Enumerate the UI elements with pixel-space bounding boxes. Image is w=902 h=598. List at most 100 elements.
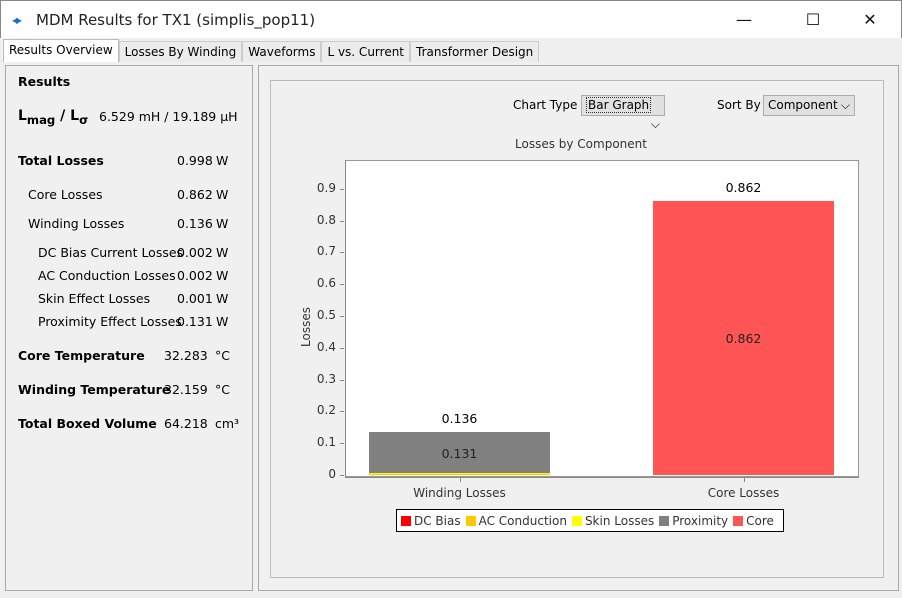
sort-by-label: Sort By (717, 98, 761, 112)
legend-swatch (733, 515, 744, 526)
l-mag: L (18, 108, 27, 124)
y-tick-mark (340, 475, 344, 476)
y-tick-mark (340, 284, 344, 286)
y-axis-line (345, 160, 346, 478)
tab-l-vs-current[interactable]: L vs. Current (321, 41, 411, 62)
result-label: AC Conduction Losses (38, 268, 176, 283)
y-tick-label: 0.2 (316, 403, 336, 418)
sort-by-value: Component (768, 98, 838, 112)
result-label: Skin Effect Losses (38, 291, 151, 306)
legend-label: DC Bias (414, 513, 461, 528)
bar-inner-label: 0.131 (441, 446, 478, 461)
result-unit: cm³ (215, 416, 240, 431)
result-unit: W (216, 245, 229, 260)
result-value: 0.131 (177, 314, 213, 329)
result-label: DC Bias Current Losses (38, 245, 184, 260)
x-axis-line (345, 477, 859, 478)
bar-segment-core (653, 200, 834, 475)
inductance-label: Lmag / Lσ (18, 108, 88, 127)
bar-segment-skin-losses (369, 473, 550, 475)
tab-transformer-design[interactable]: Transformer Design (410, 41, 540, 62)
y-tick-label: 0.3 (316, 371, 336, 386)
legend-swatch (401, 515, 411, 526)
app-logo-icon: ◂▸ (12, 13, 22, 27)
result-unit: W (216, 153, 229, 168)
sub-mag: mag (26, 112, 56, 127)
legend-item: Proximity (659, 514, 728, 528)
result-value: 0.136 (177, 216, 213, 231)
result-value: 64.218 (164, 416, 208, 431)
results-heading: Results (18, 74, 71, 89)
result-value: 0.002 (177, 245, 213, 260)
results-panel: Results Lmag / Lσ 6.529 mH / 19.189 µH T… (5, 65, 253, 591)
close-button[interactable]: ✕ (863, 10, 877, 29)
result-value: 0.998 (177, 153, 213, 168)
maximize-button[interactable]: ☐ (805, 10, 821, 29)
x-tick-mark (459, 478, 461, 482)
bar-inner-label: 0.862 (725, 331, 762, 346)
legend-swatch (571, 515, 582, 526)
tab-waveforms[interactable]: Waveforms (242, 41, 322, 62)
x-tick-label: Core Losses (707, 486, 780, 500)
result-label: Proximity Effect Losses (38, 314, 182, 329)
bar-segment-dc-bias (369, 474, 550, 476)
result-label: Total Boxed Volume (18, 416, 157, 431)
minimize-button[interactable]: — (736, 10, 752, 29)
legend-swatch (465, 515, 476, 526)
legend-label: AC Conduction (478, 513, 567, 528)
x-tick-mark (743, 478, 745, 482)
result-unit: W (216, 291, 229, 306)
y-tick-mark (340, 220, 344, 222)
sub-sigma: σ (79, 112, 89, 127)
tab-bar: Results Overview Losses By Winding Wavef… (3, 39, 540, 62)
y-tick-label: 0.1 (316, 435, 336, 450)
result-value: 0.002 (177, 268, 213, 283)
bar-total-label: 0.136 (441, 410, 478, 426)
chart-type-select[interactable]: Bar Graph ⌵ (581, 95, 665, 131)
result-unit: °C (215, 382, 230, 397)
y-tick-mark (340, 411, 344, 413)
y-tick-label: 0.5 (316, 308, 336, 322)
window-title: MDM Results for TX1 (simplis_pop11) (36, 11, 316, 29)
chevron-down-icon: ⌵ (650, 117, 660, 131)
chevron-down-icon: ⌵ (840, 98, 850, 112)
y-tick-label: 0.9 (316, 180, 336, 195)
legend-item: DC Bias (401, 514, 461, 528)
l-sigma: L (70, 108, 80, 124)
chart-title: Losses by Component (515, 137, 647, 151)
y-tick-mark (340, 379, 344, 381)
legend: DC Bias AC Conduction Skin Losses Proximity… (396, 509, 784, 532)
sep: / (55, 108, 71, 124)
y-tick-label: 0.7 (316, 244, 336, 259)
result-unit: °C (215, 348, 230, 363)
chart-type-label: Chart Type (513, 98, 578, 112)
y-tick-label: 0 (328, 467, 336, 481)
y-tick-mark (340, 252, 344, 254)
result-value: 0.001 (177, 291, 213, 306)
result-unit: W (216, 216, 229, 231)
result-unit: W (216, 268, 229, 283)
y-tick-label: 0.6 (316, 276, 336, 291)
y-tick-label: 0.8 (316, 212, 336, 227)
y-tick-label: 0.4 (316, 339, 336, 354)
bar-segment-proximity (369, 431, 550, 474)
result-unit: W (216, 314, 229, 329)
legend-label: Skin Losses (584, 513, 655, 528)
legend-item: Core (733, 514, 774, 528)
legend-swatch (659, 515, 670, 526)
result-label: Winding Losses (28, 216, 125, 231)
chart-container (270, 80, 884, 578)
legend-label: Core (746, 513, 774, 528)
result-value: 0.862 (177, 187, 213, 202)
y-tick-mark (340, 443, 344, 445)
result-unit: W (216, 187, 229, 202)
x-tick-label: Winding Losses (413, 486, 506, 500)
result-label: Core Temperature (18, 348, 145, 363)
title-bar: ◂▸ MDM Results for TX1 (simplis_pop11) —… (0, 0, 902, 38)
tab-losses-by-winding[interactable]: Losses By Winding (118, 41, 243, 62)
sort-by-select[interactable]: Component ⌵ (763, 95, 855, 116)
result-label: Core Losses (28, 187, 103, 202)
tab-results-overview[interactable]: Results Overview (3, 39, 119, 62)
chart-type-value: Bar Graph (586, 97, 652, 113)
result-label: Winding Temperature (18, 382, 171, 397)
